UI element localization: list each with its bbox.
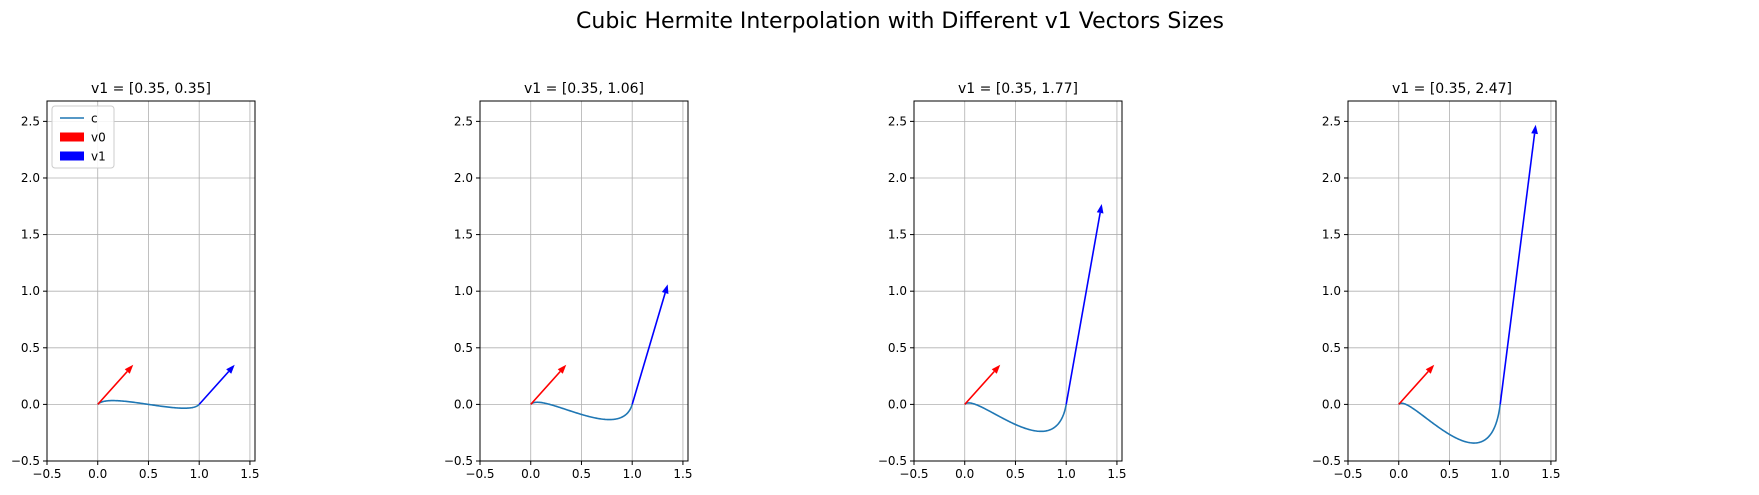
v0-arrow-shaft (530, 370, 561, 405)
x-tick-label: 1.0 (1057, 467, 1076, 481)
y-tick-label: 1.0 (888, 284, 907, 298)
axes-frame (479, 100, 689, 462)
y-tick-label: 0.5 (454, 341, 473, 355)
x-tick-label: 0.0 (88, 467, 107, 481)
subplot-title: v1 = [0.35, 2.47] (1392, 81, 1512, 97)
y-tick-label: 2.5 (21, 114, 40, 128)
subplot-1: −0.5 0.0 0.5 1.0 1.5 −0.5 0.0 0.5 1.0 1.5 2.0 2.5 v1… (11, 81, 260, 481)
y-tick-label: 2.0 (1322, 171, 1341, 185)
legend: c v0 v1 (51, 105, 115, 169)
x-tick-label: 0.5 (1006, 467, 1025, 481)
y-tick-label: −0.5 (1312, 454, 1341, 468)
v0-arrow-head (1425, 364, 1435, 374)
y-tick-label: 1.0 (21, 284, 40, 298)
subplot-3: −0.5 0.0 0.5 1.0 1.5 −0.5 0.0 0.5 1.0 1.5 2.0 2.5 v1… (878, 81, 1127, 481)
subplot-title: v1 = [0.35, 1.77] (958, 81, 1078, 97)
y-tick-label: −0.5 (444, 454, 473, 468)
y-tick-label: 1.5 (1322, 228, 1341, 242)
x-tick-label: 0.5 (572, 467, 591, 481)
x-tick-label: −0.5 (32, 467, 61, 481)
x-tick-label: 1.0 (1491, 467, 1510, 481)
v0-arrow-shaft (1398, 370, 1429, 405)
v1-arrow-shaft (1499, 133, 1536, 405)
legend-label: v0 (91, 131, 106, 145)
x-tick-label: 1.5 (673, 467, 692, 481)
legend-label: c (91, 112, 98, 126)
x-tick-label: 1.5 (240, 467, 259, 481)
x-tick-label: 1.5 (1107, 467, 1126, 481)
hermite-curve (97, 399, 200, 410)
v1-arrow-shaft (1065, 212, 1101, 405)
y-tick-label: 1.5 (21, 228, 40, 242)
v0-arrow-head (991, 364, 1001, 374)
y-tick-label: 2.0 (888, 171, 907, 185)
y-tick-label: 0.0 (888, 397, 907, 411)
x-tick-label: 0.0 (521, 467, 540, 481)
v1-arrow-head (226, 364, 235, 374)
v0-arrow-shaft (964, 370, 995, 405)
hermite-curve (1398, 402, 1501, 444)
v1-arrow-head (661, 284, 669, 294)
v0-arrow-shaft (97, 370, 128, 405)
y-tick-label: 2.5 (454, 114, 473, 128)
y-tick-label: −0.5 (878, 454, 907, 468)
x-tick-label: 0.5 (1440, 467, 1459, 481)
y-tick-label: −0.5 (11, 454, 40, 468)
legend-swatch-patch (60, 132, 84, 142)
axes-frame (913, 100, 1123, 462)
y-tick-label: 2.0 (454, 171, 473, 185)
subplot-title: v1 = [0.35, 0.35] (91, 81, 211, 97)
y-tick-label: 0.5 (1322, 341, 1341, 355)
x-tick-label: 1.0 (190, 467, 209, 481)
hermite-curve (530, 401, 633, 421)
axes-frame (1347, 100, 1557, 462)
y-tick-label: 0.0 (454, 397, 473, 411)
subplot-4: −0.5 0.0 0.5 1.0 1.5 −0.5 0.0 0.5 1.0 1.5 2.0 2.5 v1… (1312, 81, 1561, 481)
v1-arrow-head (1531, 124, 1538, 135)
x-tick-label: 0.0 (1389, 467, 1408, 481)
figure-suptitle: Cubic Hermite Interpolation with Differe… (576, 9, 1224, 34)
axes-frame (46, 100, 256, 462)
x-tick-label: −0.5 (899, 467, 928, 481)
v1-arrow-head (1096, 204, 1104, 214)
x-tick-label: 0.5 (139, 467, 158, 481)
v1-arrow-shaft (631, 292, 666, 405)
y-tick-label: 1.5 (454, 228, 473, 242)
y-tick-label: 0.0 (21, 397, 40, 411)
y-tick-label: 2.0 (21, 171, 40, 185)
x-tick-label: 1.0 (623, 467, 642, 481)
v0-arrow-head (124, 364, 134, 374)
y-tick-label: 1.5 (888, 228, 907, 242)
hermite-curve (964, 402, 1067, 433)
y-tick-label: 2.5 (888, 114, 907, 128)
legend-swatch-patch (60, 151, 84, 161)
legend-label: v1 (91, 150, 106, 164)
subplot-2: −0.5 0.0 0.5 1.0 1.5 −0.5 0.0 0.5 1.0 1.5 2.0 2.5 v1… (444, 81, 693, 481)
y-tick-label: 1.0 (1322, 284, 1341, 298)
y-tick-label: 1.0 (454, 284, 473, 298)
y-tick-label: 0.5 (21, 341, 40, 355)
x-tick-label: −0.5 (1333, 467, 1362, 481)
y-tick-label: 2.5 (1322, 114, 1341, 128)
x-tick-label: 0.0 (955, 467, 974, 481)
v1-arrow-shaft (198, 370, 230, 405)
subplot-title: v1 = [0.35, 1.06] (524, 81, 644, 97)
v0-arrow-head (557, 364, 567, 374)
y-tick-label: 0.5 (888, 341, 907, 355)
x-tick-label: −0.5 (465, 467, 494, 481)
x-tick-label: 1.5 (1541, 467, 1560, 481)
y-tick-label: 0.0 (1322, 397, 1341, 411)
